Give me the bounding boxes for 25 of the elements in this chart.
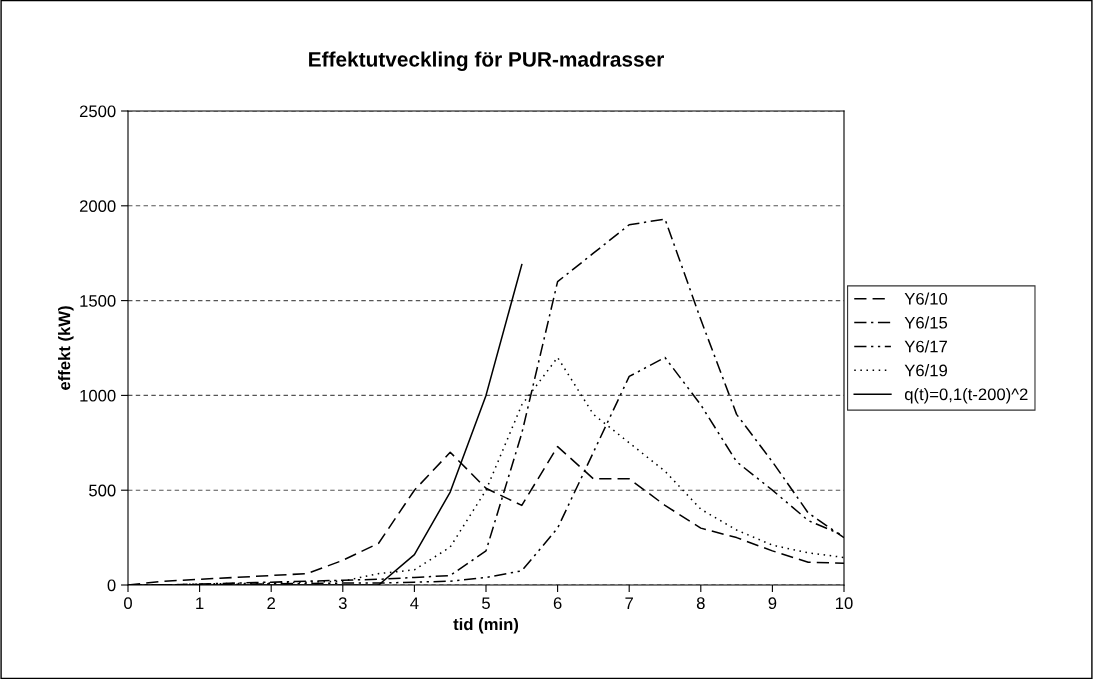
x-tick-label: 7 [625, 597, 633, 609]
x-tick-label: 6 [553, 597, 562, 610]
x-tick-label: 0 [124, 597, 132, 610]
x-tick-label: 1 [196, 597, 204, 609]
legend-label: Y6/15 [904, 316, 948, 329]
legend-label: Y6/19 [904, 364, 948, 377]
y-tick-label: 500 [89, 484, 116, 497]
y-tick-label: 1000 [80, 389, 116, 402]
y-tick-label: 2000 [79, 200, 116, 212]
x-tick-label: 10 [836, 597, 853, 610]
x-tick-label: 8 [696, 597, 705, 610]
chart-title: Effektutveckling för PUR-madrasser [309, 51, 664, 71]
x-tick-label: 4 [410, 597, 419, 609]
x-tick-label: 9 [768, 597, 777, 610]
x-tick-label: 3 [338, 597, 347, 610]
legend-label: Y6/10 [904, 292, 948, 305]
x-tick-label: 5 [482, 597, 490, 610]
legend-label: q(t)=0,1(t-200)^2 [904, 387, 1028, 404]
x-tick-label: 2 [267, 597, 275, 609]
y-axis-title: effekt (kW) [58, 306, 74, 390]
x-axis-title: tid (min) [453, 617, 519, 634]
y-tick-label: 2500 [79, 105, 116, 118]
y-tick-label: 0 [107, 579, 116, 592]
legend-label: Y6/17 [904, 340, 947, 353]
y-tick-label: 1500 [80, 295, 116, 307]
